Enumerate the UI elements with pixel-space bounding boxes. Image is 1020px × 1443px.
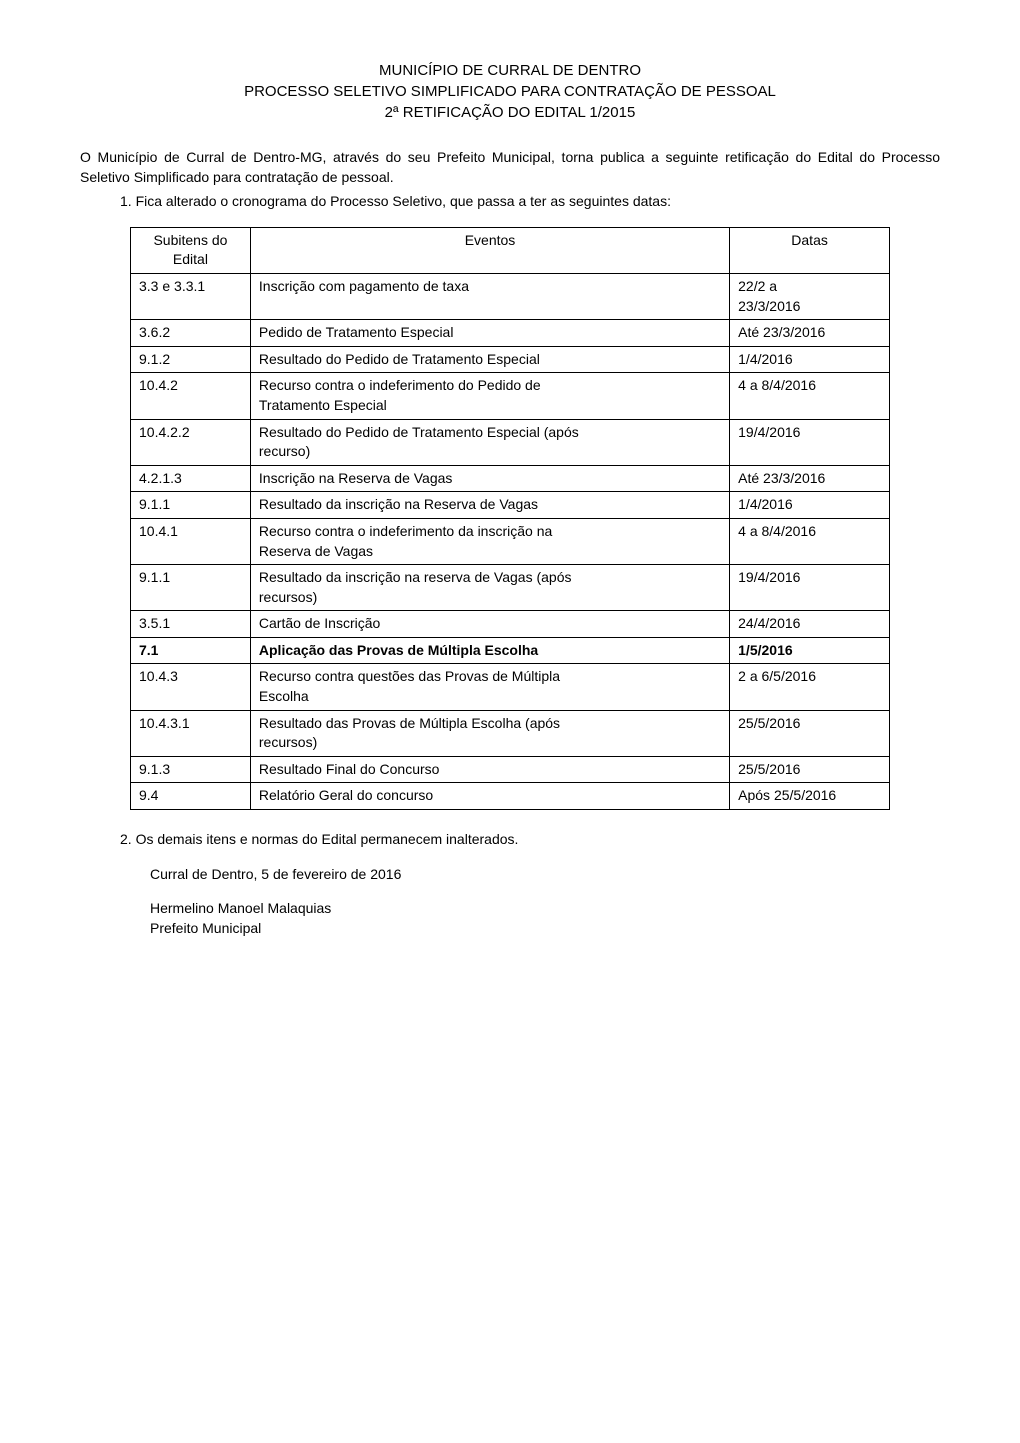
cell-evento: Cartão de Inscrição (250, 611, 729, 638)
cell-subitem: 10.4.2.2 (131, 419, 251, 465)
table-row: 10.4.1 Recurso contra o indeferimento da… (131, 518, 890, 564)
cell-data: Até 23/3/2016 (730, 320, 890, 347)
cell-data: 2 a 6/5/2016 (730, 664, 890, 710)
cell-subitem: 7.1 (131, 637, 251, 664)
cell-data: Até 23/3/2016 (730, 465, 890, 492)
table-row: 9.1.1 Resultado da inscrição na reserva … (131, 565, 890, 611)
cell-subitem: 9.4 (131, 783, 251, 810)
header-line-2: PROCESSO SELETIVO SIMPLIFICADO PARA CONT… (80, 81, 940, 102)
cell-evento: Inscrição com pagamento de taxa (250, 273, 729, 319)
cell-data: Após 25/5/2016 (730, 783, 890, 810)
table-row: 3.3 e 3.3.1 Inscrição com pagamento de t… (131, 273, 890, 319)
cell-evento: Resultado Final do Concurso (250, 756, 729, 783)
cell-evento: Relatório Geral do concurso (250, 783, 729, 810)
cell-subitem: 9.1.3 (131, 756, 251, 783)
list-item-1: 1. Fica alterado o cronograma do Process… (80, 192, 940, 212)
table-row: 3.6.2 Pedido de Tratamento Especial Até … (131, 320, 890, 347)
cell-subitem: 10.4.3 (131, 664, 251, 710)
table-row: 3.5.1 Cartão de Inscrição 24/4/2016 (131, 611, 890, 638)
signature-name: Hermelino Manoel Malaquias (80, 899, 940, 919)
cell-evento: Resultado das Provas de Múltipla Escolha… (250, 710, 729, 756)
cell-data: 19/4/2016 (730, 565, 890, 611)
cell-data: 4 a 8/4/2016 (730, 518, 890, 564)
cell-evento: Resultado do Pedido de Tratamento Especi… (250, 346, 729, 373)
table-row: 4.2.1.3 Inscrição na Reserva de Vagas At… (131, 465, 890, 492)
cell-subitem: 3.5.1 (131, 611, 251, 638)
table-header-row: Subitens do Edital Eventos Datas (131, 227, 890, 273)
table-row: 9.4 Relatório Geral do concurso Após 25/… (131, 783, 890, 810)
table-row: 10.4.2 Recurso contra o indeferimento do… (131, 373, 890, 419)
closing-date: Curral de Dentro, 5 de fevereiro de 2016 (80, 865, 940, 885)
cell-evento: Recurso contra o indeferimento da inscri… (250, 518, 729, 564)
table-row: 9.1.1 Resultado da inscrição na Reserva … (131, 492, 890, 519)
schedule-table: Subitens do Edital Eventos Datas 3.3 e 3… (130, 227, 890, 810)
cell-subitem: 4.2.1.3 (131, 465, 251, 492)
table-row-bold: 7.1 Aplicação das Provas de Múltipla Esc… (131, 637, 890, 664)
table-row: 10.4.3 Recurso contra questões das Prova… (131, 664, 890, 710)
list-item-2: 2. Os demais itens e normas do Edital pe… (80, 830, 940, 850)
cell-data: 1/4/2016 (730, 492, 890, 519)
header-line-1: MUNICÍPIO DE CURRAL DE DENTRO (80, 60, 940, 81)
cell-subitem: 10.4.1 (131, 518, 251, 564)
cell-data: 4 a 8/4/2016 (730, 373, 890, 419)
cell-subitem: 10.4.3.1 (131, 710, 251, 756)
cell-evento: Recurso contra questões das Provas de Mú… (250, 664, 729, 710)
cell-subitem: 9.1.2 (131, 346, 251, 373)
table-row: 10.4.3.1 Resultado das Provas de Múltipl… (131, 710, 890, 756)
cell-data: 24/4/2016 (730, 611, 890, 638)
cell-subitem: 9.1.1 (131, 565, 251, 611)
cell-subitem: 3.6.2 (131, 320, 251, 347)
table-row: 10.4.2.2 Resultado do Pedido de Tratamen… (131, 419, 890, 465)
cell-data: 19/4/2016 (730, 419, 890, 465)
cell-subitem: 10.4.2 (131, 373, 251, 419)
header-col-evento: Eventos (250, 227, 729, 273)
cell-data: 25/5/2016 (730, 710, 890, 756)
header-line-3: 2ª RETIFICAÇÃO DO EDITAL 1/2015 (80, 102, 940, 123)
cell-evento: Aplicação das Provas de Múltipla Escolha (250, 637, 729, 664)
cell-evento: Resultado da inscrição na reserva de Vag… (250, 565, 729, 611)
cell-evento: Inscrição na Reserva de Vagas (250, 465, 729, 492)
header-col-subitem: Subitens do Edital (131, 227, 251, 273)
intro-paragraph: O Município de Curral de Dentro-MG, atra… (80, 148, 940, 187)
cell-evento: Resultado do Pedido de Tratamento Especi… (250, 419, 729, 465)
header-col-data: Datas (730, 227, 890, 273)
cell-evento: Resultado da inscrição na Reserva de Vag… (250, 492, 729, 519)
cell-subitem: 9.1.1 (131, 492, 251, 519)
document-header: MUNICÍPIO DE CURRAL DE DENTRO PROCESSO S… (80, 60, 940, 123)
cell-data: 22/2 a 23/3/2016 (730, 273, 890, 319)
cell-data: 25/5/2016 (730, 756, 890, 783)
table-row: 9.1.3 Resultado Final do Concurso 25/5/2… (131, 756, 890, 783)
table-row: 9.1.2 Resultado do Pedido de Tratamento … (131, 346, 890, 373)
signature-title: Prefeito Municipal (80, 919, 940, 939)
cell-evento: Recurso contra o indeferimento do Pedido… (250, 373, 729, 419)
cell-subitem: 3.3 e 3.3.1 (131, 273, 251, 319)
cell-data: 1/4/2016 (730, 346, 890, 373)
cell-evento: Pedido de Tratamento Especial (250, 320, 729, 347)
cell-data: 1/5/2016 (730, 637, 890, 664)
